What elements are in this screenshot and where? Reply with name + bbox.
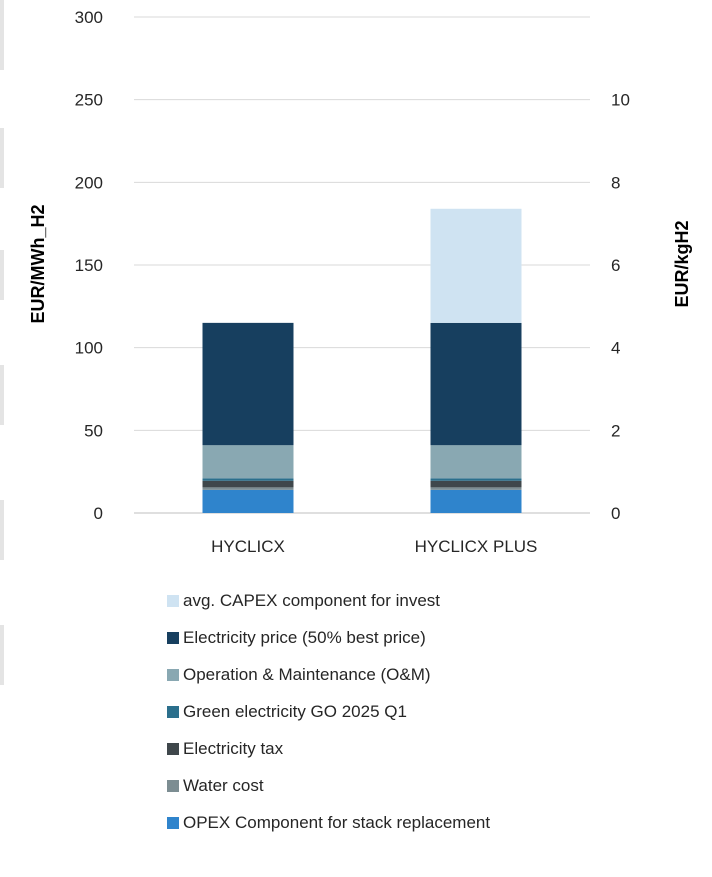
right-axis-ticks: 0 2 4 6 8 10 xyxy=(611,91,630,523)
legend-item: Water cost xyxy=(167,767,490,804)
category-label: HYCLICX PLUS xyxy=(415,537,538,556)
legend-label: OPEX Component for stack replacement xyxy=(183,812,491,832)
legend: avg. CAPEX component for invest Electrici… xyxy=(167,582,490,841)
y-tick-label: 100 xyxy=(75,339,103,358)
category-labels: HYCLICX HYCLICX PLUS xyxy=(211,537,537,556)
edge-mark xyxy=(0,625,4,685)
bar-segment xyxy=(430,480,522,488)
legend-item: avg. CAPEX component for invest xyxy=(167,582,490,619)
bar-segment xyxy=(202,322,294,446)
bar-segment xyxy=(430,478,522,481)
y2-tick-label: 4 xyxy=(611,339,620,358)
legend-item: Green electricity GO 2025 Q1 xyxy=(167,693,490,730)
bar-segment xyxy=(202,480,294,488)
legend-swatch xyxy=(167,742,179,755)
legend-swatch xyxy=(167,594,179,607)
legend-swatch xyxy=(167,779,179,792)
legend-swatch xyxy=(167,816,179,829)
y-tick-label: 50 xyxy=(84,421,103,440)
y-tick-label: 300 xyxy=(75,8,103,27)
bar-segment xyxy=(430,489,522,513)
legend-label: avg. CAPEX component for invest xyxy=(183,590,441,610)
y2-tick-label: 2 xyxy=(611,421,620,440)
bars xyxy=(202,208,522,513)
frame-edge-marks xyxy=(0,0,4,877)
right-axis-title: EUR/kgH2 xyxy=(672,220,692,307)
legend-item: OPEX Component for stack replacement xyxy=(167,804,490,841)
bar-segment xyxy=(202,489,294,513)
bar-segment xyxy=(430,322,522,446)
edge-mark xyxy=(0,128,4,188)
legend-label: Electricity tax xyxy=(183,738,284,758)
edge-mark xyxy=(0,0,4,70)
bar-segment xyxy=(202,487,294,490)
gridlines xyxy=(134,16,590,514)
y-tick-label: 150 xyxy=(75,256,103,275)
bar-segment xyxy=(430,445,522,479)
legend-label: Green electricity GO 2025 Q1 xyxy=(183,701,407,721)
y2-tick-label: 0 xyxy=(611,504,620,523)
legend-label: Electricity price (50% best price) xyxy=(183,627,426,647)
legend-swatch xyxy=(167,705,179,718)
bar-segment xyxy=(202,445,294,479)
y2-tick-label: 6 xyxy=(611,256,620,275)
y-tick-label: 250 xyxy=(75,91,103,110)
category-label: HYCLICX xyxy=(211,537,285,556)
y-tick-label: 0 xyxy=(94,504,103,523)
y2-tick-label: 10 xyxy=(611,91,630,110)
legend-item: Electricity price (50% best price) xyxy=(167,619,490,656)
y2-tick-label: 8 xyxy=(611,173,620,192)
legend-item: Operation & Maintenance (O&M) xyxy=(167,656,490,693)
legend-swatch xyxy=(167,631,179,644)
edge-mark xyxy=(0,250,4,300)
bar-segment xyxy=(202,478,294,481)
left-axis-ticks: 0 50 100 150 200 250 300 xyxy=(75,8,103,523)
edge-mark xyxy=(0,500,4,560)
legend-item: Electricity tax xyxy=(167,730,490,767)
edge-mark xyxy=(0,365,4,425)
bar-segment xyxy=(430,487,522,490)
bar-segment xyxy=(430,208,522,323)
left-axis-title: EUR/MWh_H2 xyxy=(28,204,48,323)
legend-label: Operation & Maintenance (O&M) xyxy=(183,664,431,684)
y-tick-label: 200 xyxy=(75,173,103,192)
legend-swatch xyxy=(167,668,179,681)
legend-label: Water cost xyxy=(183,775,264,795)
